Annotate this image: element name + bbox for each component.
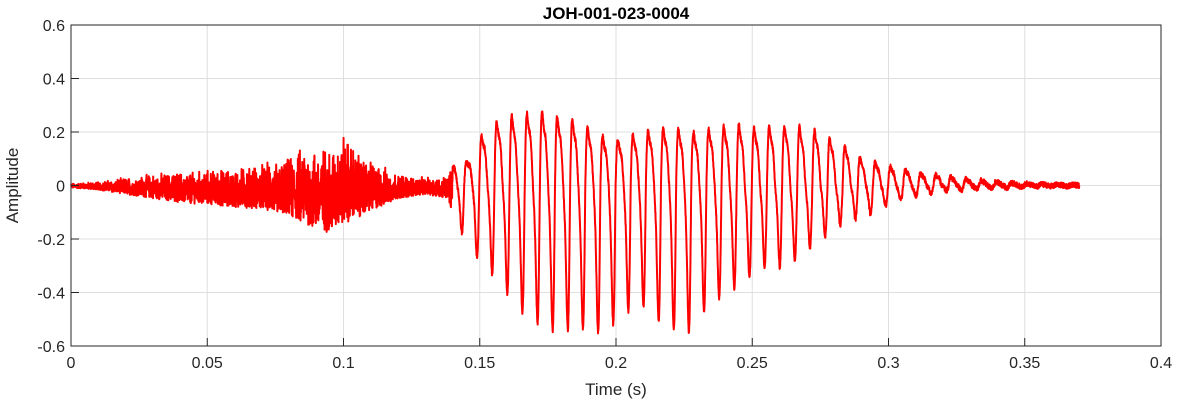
x-tick-label: 0.35 — [1009, 355, 1040, 372]
y-axis-label: Amplitude — [3, 148, 22, 224]
y-tick-label: -0.6 — [37, 339, 65, 356]
chart-title: JOH-001-023-0004 — [543, 4, 690, 23]
x-tick-label: 0.15 — [464, 355, 495, 372]
x-tick-label: 0.05 — [192, 355, 223, 372]
x-tick-label: 0 — [67, 355, 76, 372]
y-tick-label: 0.6 — [43, 18, 65, 35]
y-tick-label: 0.4 — [43, 72, 65, 89]
y-tick-label: -0.4 — [37, 286, 65, 303]
x-tick-label: 0.4 — [1150, 355, 1172, 372]
y-tick-label: -0.2 — [37, 232, 65, 249]
waveform-series-line — [70, 110, 1081, 335]
y-tick-label: 0 — [56, 179, 65, 196]
x-tick-label: 0.25 — [737, 355, 768, 372]
y-tick-label: 0.2 — [43, 125, 65, 142]
x-tick-label: 0.3 — [877, 355, 899, 372]
x-tick-label: 0.2 — [605, 355, 627, 372]
axis-ticks: 0 0.05 0.1 0.15 0.2 0.25 0.3 0.35 0.4 -0.6 -0.4 -0.… — [37, 18, 1172, 372]
x-axis-label: Time (s) — [585, 380, 647, 399]
x-tick-label: 0.1 — [332, 355, 354, 372]
